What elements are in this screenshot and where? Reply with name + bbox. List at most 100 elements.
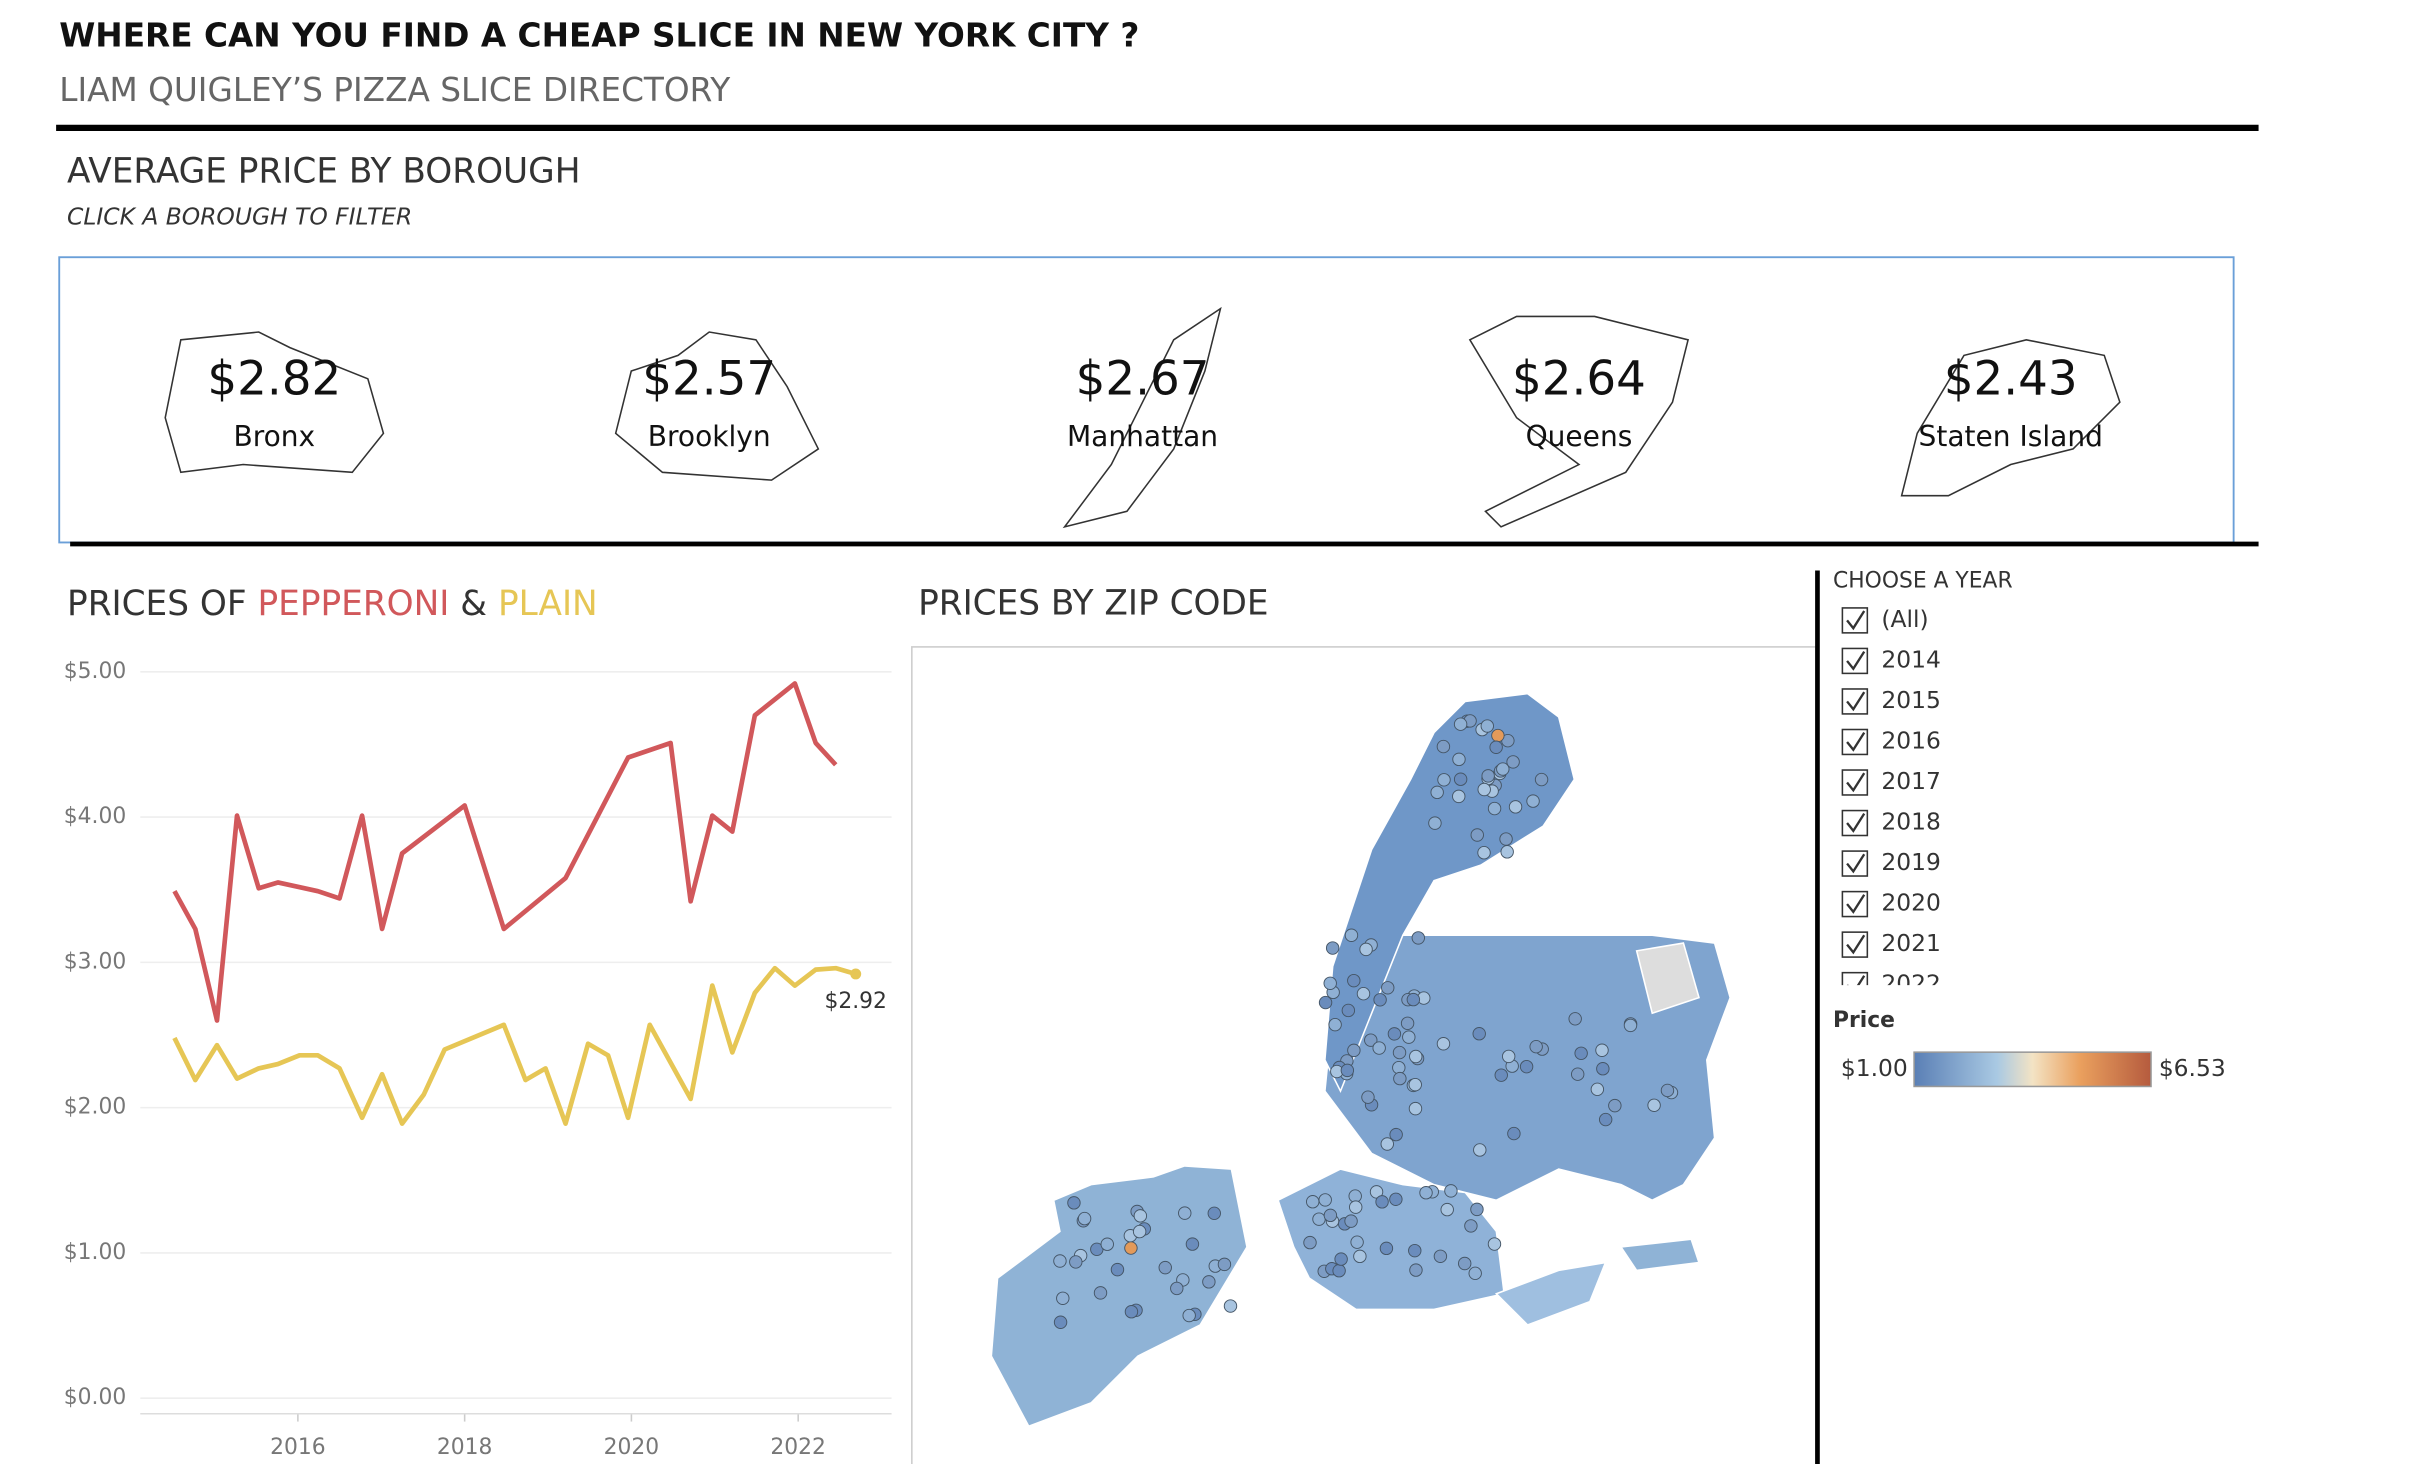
map-dot [1494, 1068, 1508, 1082]
borough-name[interactable]: Manhattan [1067, 420, 1218, 453]
map-dot [1428, 816, 1442, 830]
checkmark[interactable] [1846, 772, 1866, 793]
legend-title: Price [1833, 1008, 1895, 1033]
borough-price[interactable]: $2.64 [1512, 352, 1646, 406]
year-option[interactable]: 2022 [1841, 970, 1941, 998]
year-label[interactable]: 2022 [1881, 970, 1941, 998]
borough-price[interactable]: $2.57 [642, 352, 776, 406]
year-option[interactable]: 2017 [1841, 767, 1941, 796]
x-tick-label: 2022 [770, 1435, 826, 1460]
year-label[interactable]: (All) [1881, 605, 1928, 633]
map-dot [1468, 1266, 1482, 1281]
year-label[interactable]: 2021 [1881, 929, 1941, 957]
x-tick-label: 2016 [270, 1435, 326, 1460]
x-tick-label: 2020 [604, 1435, 660, 1460]
map-dot [1568, 1012, 1582, 1026]
map-dot [1411, 931, 1425, 945]
borough-outline[interactable] [614, 331, 820, 481]
borough-card[interactable]: $2.43 Staten Island [1900, 339, 2121, 497]
map-dot [1185, 1237, 1200, 1251]
year-label[interactable]: 2019 [1881, 848, 1941, 876]
checkmark[interactable] [1846, 813, 1866, 833]
checkmark[interactable] [1846, 934, 1866, 955]
borough-outline[interactable] [164, 331, 385, 474]
map-dot [1332, 1264, 1346, 1278]
borough-price[interactable]: $2.67 [1076, 352, 1210, 406]
year-label[interactable]: 2015 [1881, 686, 1941, 714]
line-chart: $0.00 $1.00 $2.00 $3.00 $4.00 $5.00 2016 2018 20… [64, 659, 892, 1460]
checkmark[interactable] [1846, 731, 1866, 752]
map-dot [1409, 1049, 1423, 1064]
map-dot [1496, 762, 1510, 776]
map-dot [1590, 1082, 1605, 1097]
borough-list: $2.82Bronx$2.57Brooklyn$2.67Manhattan$2.… [164, 306, 2121, 529]
year-option[interactable]: 2018 [1841, 808, 1941, 837]
borough-price[interactable]: $2.43 [1944, 352, 2078, 406]
map-dot [1406, 992, 1421, 1007]
map-dot [1501, 1049, 1516, 1064]
map-dot [1409, 1263, 1423, 1277]
borough-outline[interactable] [1900, 339, 2121, 497]
borough-name[interactable]: Brooklyn [648, 420, 771, 453]
borough-name[interactable]: Queens [1526, 420, 1633, 453]
checkbox[interactable] [1841, 607, 1869, 634]
map-dot [1452, 752, 1466, 767]
borough-card[interactable]: $2.64 Queens [1468, 315, 1690, 528]
year-label[interactable]: 2017 [1881, 767, 1941, 795]
borough-card[interactable]: $2.57 Brooklyn [614, 331, 820, 481]
borough-card[interactable]: $2.82 Bronx [164, 331, 385, 474]
borough-name[interactable]: Bronx [233, 420, 315, 453]
map-dot [1596, 1062, 1610, 1076]
year-option[interactable]: 2021 [1841, 929, 1941, 958]
map-dot [1110, 1262, 1125, 1277]
map-dot [1598, 1112, 1613, 1127]
year-label[interactable]: 2016 [1881, 726, 1941, 754]
borough-name[interactable]: Staten Island [1919, 420, 2103, 453]
map-dot [1534, 772, 1549, 787]
map-dot [1323, 1208, 1338, 1223]
year-label[interactable]: 2018 [1881, 808, 1941, 836]
map-dot [1389, 1192, 1403, 1206]
page-title: WHERE CAN YOU FIND A CHEAP SLICE IN NEW … [59, 16, 1139, 54]
map-dot [1124, 1305, 1139, 1319]
map-dot [1348, 1189, 1362, 1203]
year-option[interactable]: (All) [1841, 605, 1929, 634]
map-dot [1306, 1195, 1320, 1209]
checkmark[interactable] [1846, 894, 1866, 914]
year-option[interactable]: 2019 [1841, 848, 1941, 877]
year-option[interactable]: 2015 [1841, 686, 1941, 715]
borough-outline[interactable] [1468, 315, 1690, 528]
map-dot [1500, 845, 1514, 859]
checkmark[interactable] [1846, 610, 1866, 631]
checkmark[interactable] [1846, 650, 1866, 671]
map-dot [1402, 1030, 1416, 1044]
map-region [990, 1165, 1248, 1428]
map-dot [1507, 1126, 1521, 1141]
year-label[interactable]: 2020 [1881, 889, 1941, 917]
year-option[interactable]: 2016 [1841, 726, 1941, 756]
checkmark[interactable] [1846, 853, 1866, 874]
year-filter: (All) 2014 2015 2016 2017 2018 2019 2020 2021 202… [1841, 605, 1941, 998]
map-dot [1477, 845, 1491, 860]
map-dot [1318, 1193, 1332, 1207]
map-dot [1453, 717, 1468, 731]
borough-price[interactable]: $2.82 [207, 352, 341, 406]
map-dot [1350, 1235, 1364, 1249]
year-option[interactable]: 2014 [1841, 645, 1941, 675]
checkmark[interactable] [1846, 691, 1866, 712]
checkmark[interactable] [1847, 975, 1866, 993]
x-tick-label: 2018 [437, 1435, 493, 1460]
map-dot [1344, 1214, 1358, 1228]
map-region [1494, 1261, 1607, 1326]
borough-outline[interactable] [1062, 306, 1222, 529]
map-dot [1328, 1017, 1342, 1032]
map-dot [1347, 973, 1361, 988]
title-joiner: & [460, 583, 487, 623]
borough-card[interactable]: $2.67 Manhattan [1062, 306, 1222, 529]
map-dot [1364, 1033, 1378, 1047]
checkbox[interactable] [1841, 647, 1869, 675]
year-option[interactable]: 2020 [1841, 889, 1941, 918]
map-dot [1472, 1027, 1486, 1041]
map-dot [1359, 942, 1373, 957]
year-label[interactable]: 2014 [1881, 645, 1941, 673]
